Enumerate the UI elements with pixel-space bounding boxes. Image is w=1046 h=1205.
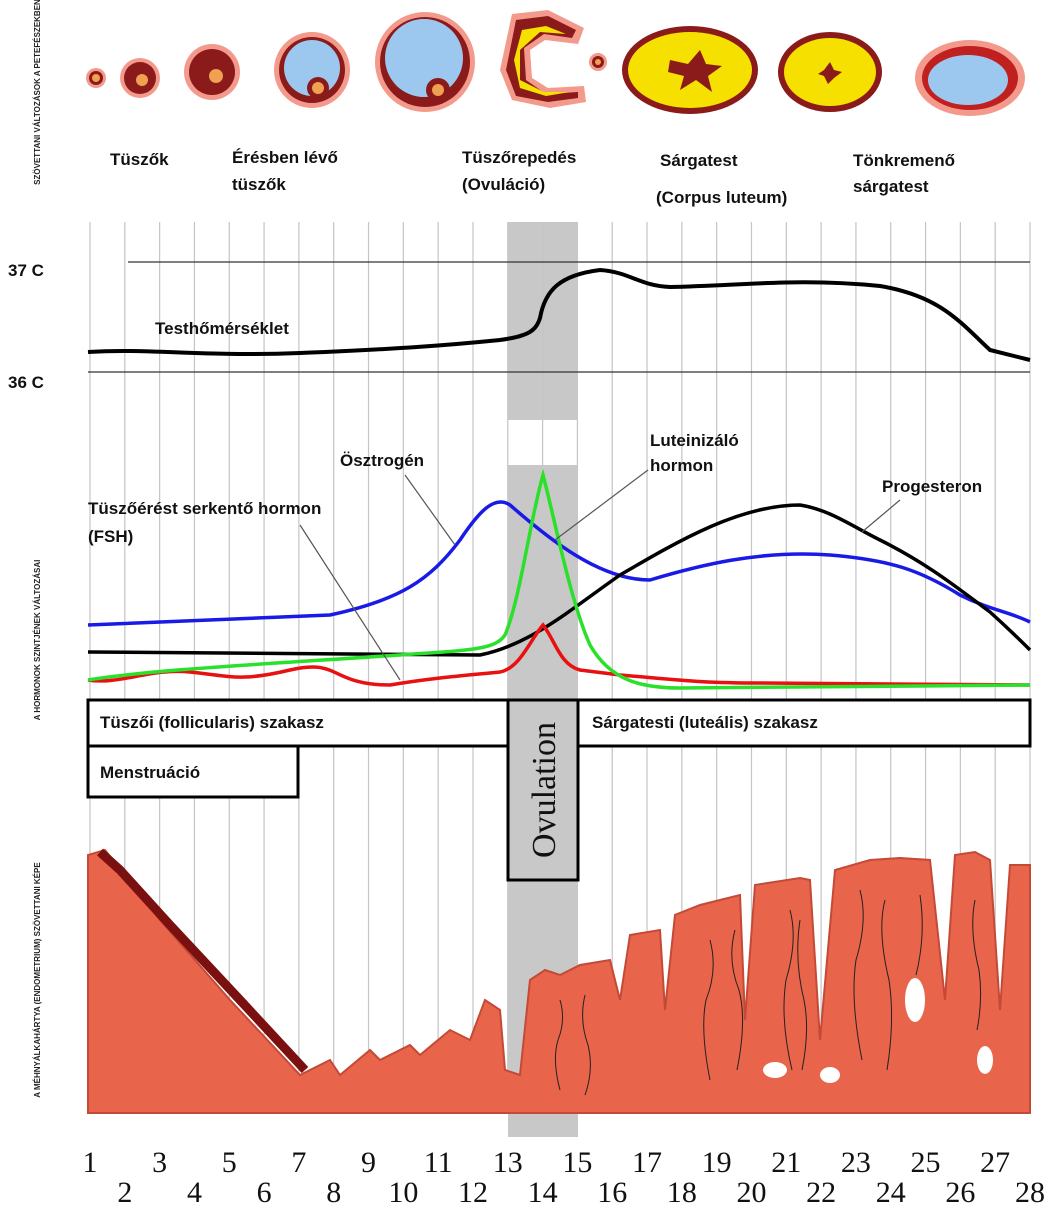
day-number: 19 [702, 1146, 732, 1179]
day-number: 16 [597, 1176, 627, 1205]
curve-label: hormon [650, 456, 713, 475]
stage-label: Tüszőrepedés [462, 148, 576, 167]
diagram: SZÖVETTANI VÁLTOZÁSOK A PETEFÉSZEKBEN A … [0, 0, 1046, 1205]
side-label: A HORMONOK SZINTJÉNEK VÁLTOZÁSAI [33, 560, 42, 721]
day-number: 25 [911, 1146, 941, 1179]
day-number: 13 [493, 1146, 523, 1179]
day-number: 14 [528, 1176, 558, 1205]
stage-label: sárgatest [853, 177, 929, 196]
day-number: 10 [388, 1176, 418, 1205]
curve-label: (FSH) [88, 527, 133, 546]
day-number: 2 [117, 1176, 132, 1205]
ovulation-label: Ovulation [526, 722, 563, 858]
day-number: 21 [771, 1146, 801, 1179]
day-number: 3 [152, 1146, 167, 1179]
day-number: 6 [257, 1176, 272, 1205]
curve-label: Luteinizáló [650, 431, 739, 450]
day-number: 8 [326, 1176, 341, 1205]
stage-label: tüszők [232, 175, 286, 194]
day-number: 11 [424, 1146, 453, 1179]
day-number: 12 [458, 1176, 488, 1205]
day-number: 22 [806, 1176, 836, 1205]
stage-label: Tönkremenő [853, 151, 955, 170]
day-number: 4 [187, 1176, 202, 1205]
side-label: A MÉHNYÁLKAHÁRTYA (ENDOMETRIUM) SZÖVETTA… [33, 862, 42, 1098]
day-number: 7 [291, 1146, 306, 1179]
side-label: SZÖVETTANI VÁLTOZÁSOK A PETEFÉSZEKBEN [33, 0, 42, 185]
day-number: 1 [83, 1146, 98, 1179]
leader-line [405, 475, 455, 545]
day-number: 24 [876, 1176, 906, 1205]
curve-label: Testhőmérséklet [155, 319, 289, 338]
temp-label: 37 C [8, 261, 44, 280]
curve-label: Ösztrogén [340, 451, 424, 470]
stage-label: (Corpus luteum) [656, 188, 787, 207]
ovary-icons [86, 10, 1025, 116]
leader-line [862, 500, 900, 532]
day-number: 15 [562, 1146, 592, 1179]
day-number: 23 [841, 1146, 871, 1179]
day-number: 28 [1015, 1176, 1045, 1205]
stage-label: Sárgatest [660, 151, 738, 170]
day-number: 20 [736, 1176, 766, 1205]
phase-label: Menstruáció [100, 763, 200, 782]
stage-label: Érésben lévő [232, 148, 338, 167]
day-number: 26 [945, 1176, 975, 1205]
curve-label: Tüszőérést serkentő hormon [88, 499, 321, 518]
day-numbers: 1234567891011121314151617181920212223242… [83, 1146, 1046, 1205]
day-number: 9 [361, 1146, 376, 1179]
stage-label: (Ovuláció) [462, 175, 545, 194]
day-number: 5 [222, 1146, 237, 1179]
day-number: 18 [667, 1176, 697, 1205]
phase-label: Tüszői (follicularis) szakasz [100, 713, 324, 732]
day-number: 17 [632, 1146, 662, 1179]
day-number: 27 [980, 1146, 1010, 1179]
phase-label: Sárgatesti (luteális) szakasz [592, 713, 818, 732]
curve-label: Progesteron [882, 477, 982, 496]
temp-label: 36 C [8, 373, 44, 392]
stage-label: Tüszők [110, 150, 169, 169]
